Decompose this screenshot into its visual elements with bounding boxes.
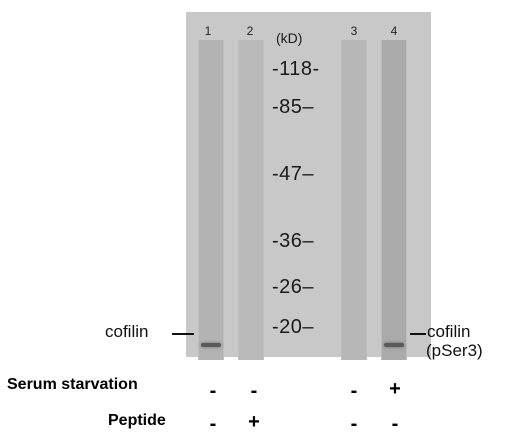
unit-label: (kD): [276, 30, 303, 46]
right-band-label-modification: (pSer3): [426, 341, 483, 360]
marker-47: -47–: [272, 163, 315, 185]
marker-85: -85–: [272, 96, 315, 118]
marker-26: -26–: [272, 276, 315, 298]
peptide-lane-4: -: [391, 413, 399, 435]
lane-2: [238, 40, 264, 360]
serum-starvation-lane-1: -: [209, 380, 217, 402]
lane-1: [198, 40, 224, 360]
serum-starvation-lane-2: -: [250, 380, 258, 402]
left-band-label: cofilin: [105, 322, 149, 341]
peptide-lane-2: +: [248, 411, 260, 433]
marker-20: -20–: [272, 316, 315, 338]
blot-panel: 1 2 3 4 (kD) -118- -85– -47– -36– -26– -…: [186, 12, 431, 360]
lane-number-2: 2: [246, 24, 254, 38]
lane-3: [341, 40, 367, 360]
right-band-label: cofilin: [427, 322, 471, 341]
lane-number-1: 1: [204, 24, 212, 38]
serum-starvation-lane-3: -: [350, 380, 358, 402]
right-band-pointer: [410, 333, 426, 335]
left-band-pointer: [172, 333, 194, 335]
marker-118: -118-: [272, 58, 320, 80]
peptide-lane-1: -: [209, 413, 217, 435]
lane-4: [381, 40, 407, 360]
lane-number-4: 4: [390, 24, 398, 38]
lane-number-3: 3: [350, 24, 358, 38]
marker-36: -36–: [272, 230, 315, 252]
band-lane-4: [384, 343, 404, 347]
serum-starvation-lane-4: +: [389, 378, 401, 400]
peptide-lane-3: -: [350, 413, 358, 435]
peptide-label: Peptide: [108, 412, 166, 429]
band-lane-1: [201, 343, 221, 347]
serum-starvation-label: Serum starvation: [7, 376, 138, 393]
